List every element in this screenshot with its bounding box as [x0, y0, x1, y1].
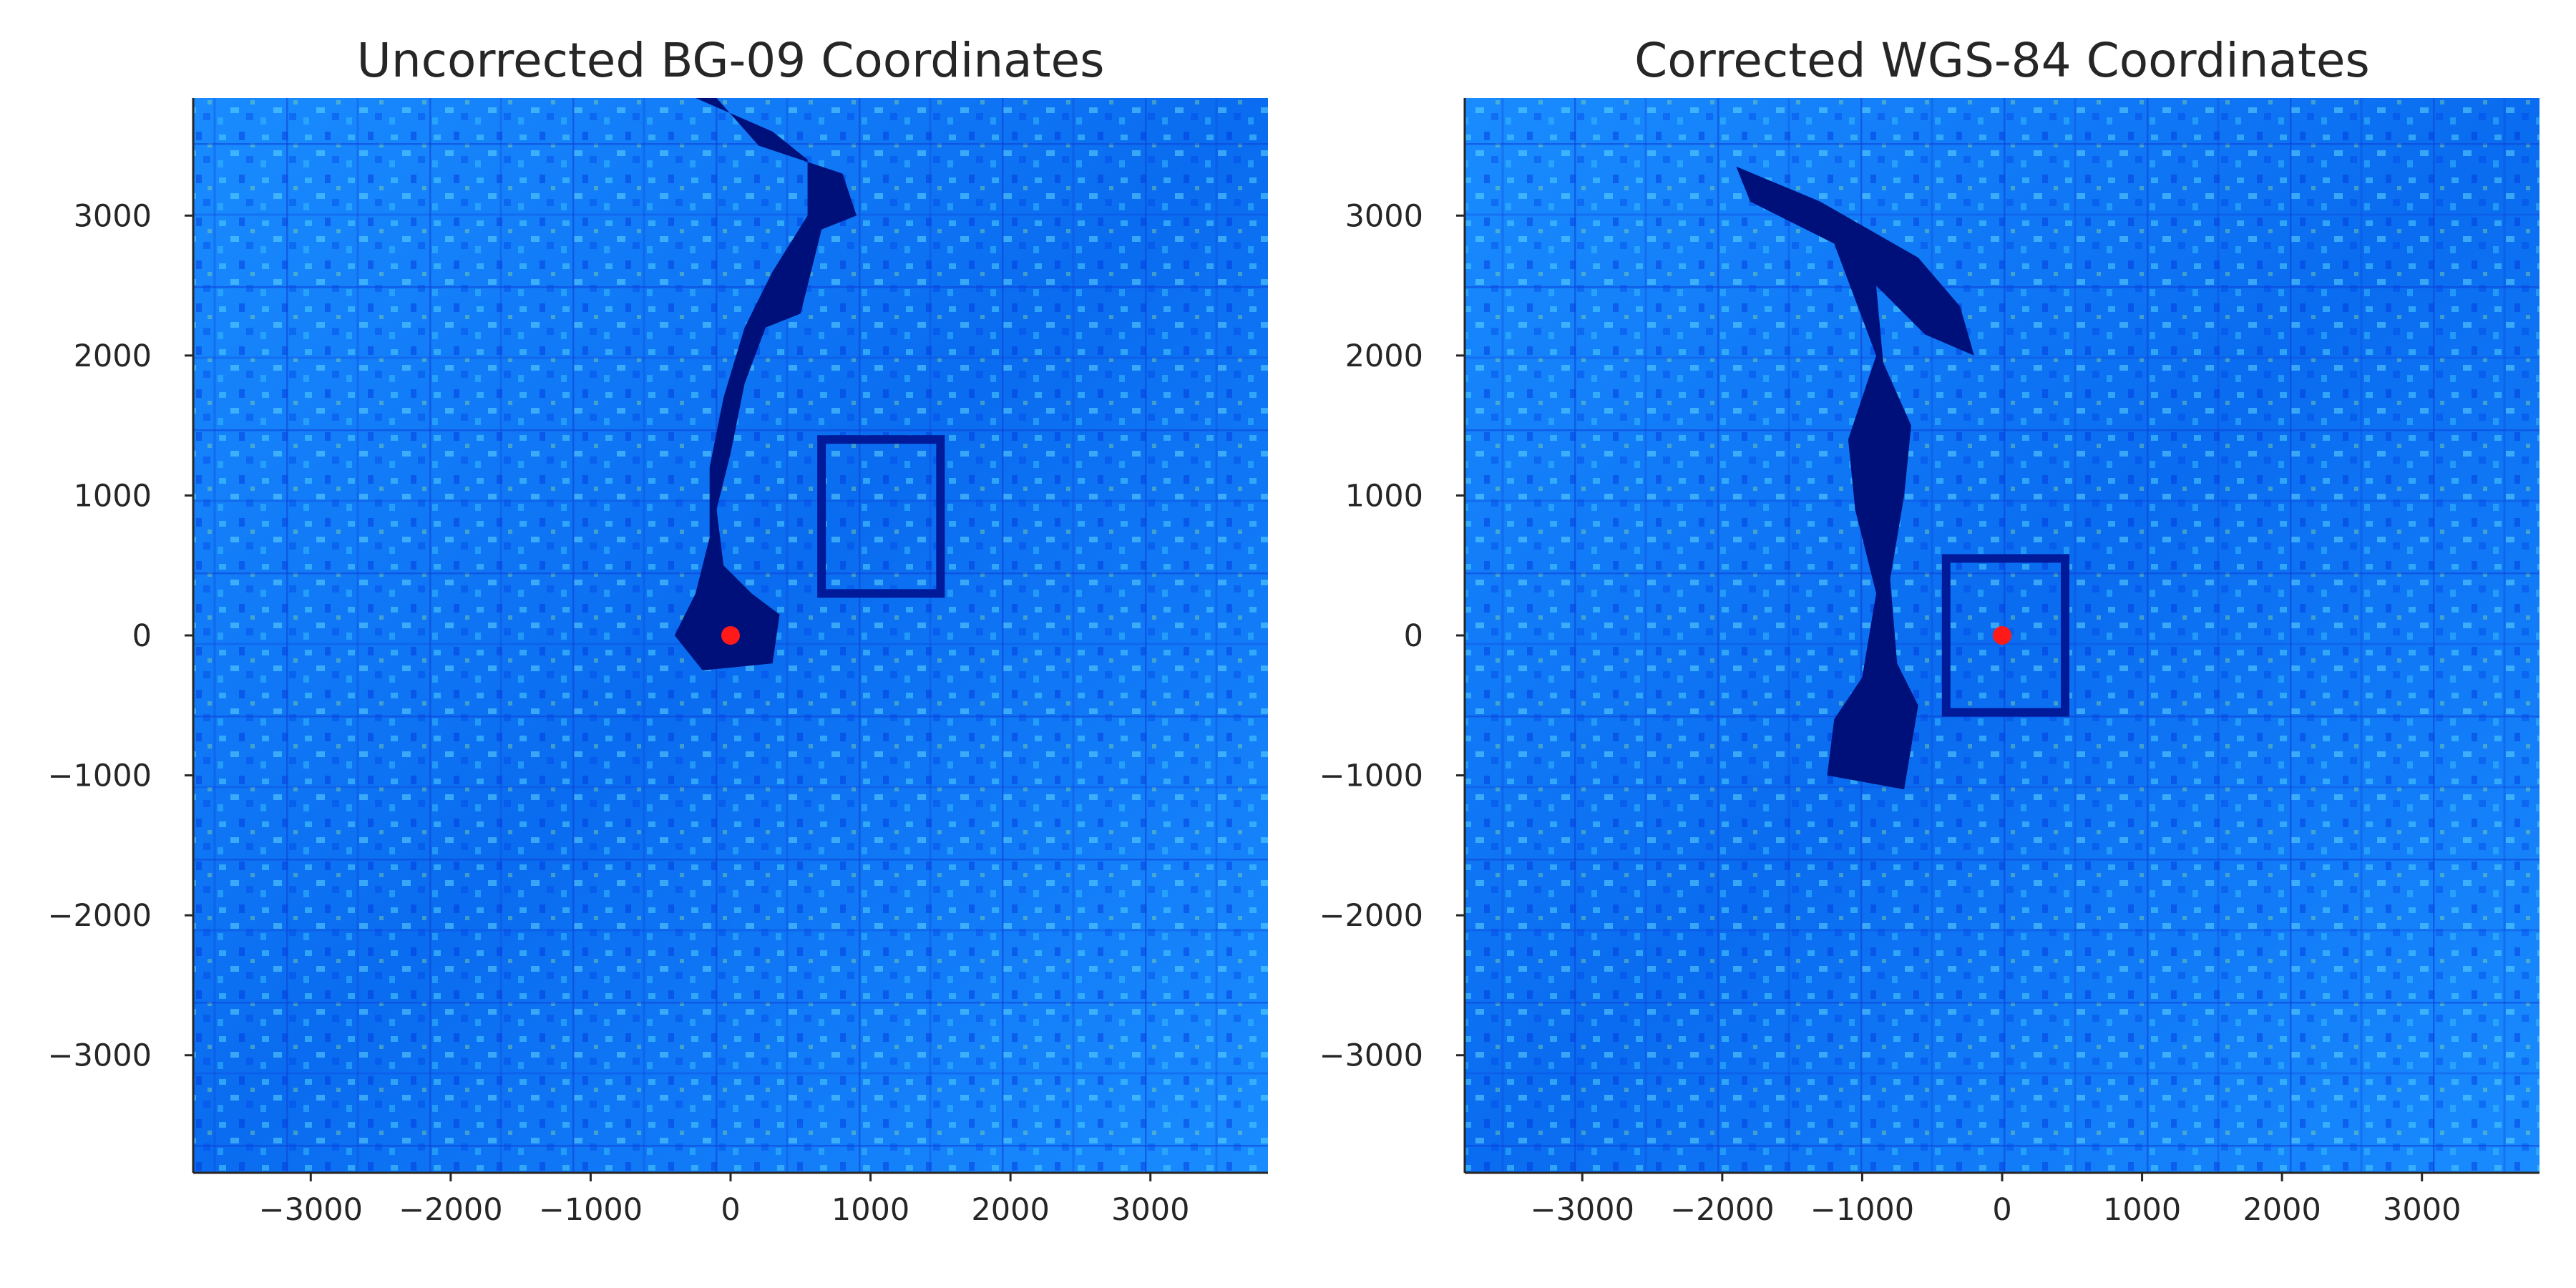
x-tick-label: 1000	[831, 1192, 909, 1228]
right-panel-title: Corrected WGS-84 Coordinates	[1634, 33, 2370, 88]
y-tick-label: −3000	[1319, 1038, 1423, 1074]
y-tick-label: −2000	[48, 898, 152, 934]
x-tick-label: 3000	[2383, 1192, 2461, 1228]
y-tick-label: 3000	[1345, 198, 1423, 234]
left-palace-wall	[817, 435, 945, 598]
x-tick-label: −2000	[399, 1192, 502, 1228]
y-tick-label: 1000	[74, 478, 152, 514]
left-lake	[674, 98, 857, 670]
y-tick-label: −2000	[1319, 898, 1423, 934]
y-tick-label: −3000	[48, 1038, 152, 1074]
x-tick-label: −3000	[1531, 1192, 1634, 1228]
left-panel-title: Uncorrected BG-09 Coordinates	[357, 33, 1105, 88]
y-tick-label: −1000	[1319, 758, 1423, 794]
x-tick-label: −3000	[259, 1192, 363, 1228]
x-tick-label: 2000	[971, 1192, 1049, 1228]
x-tick-label: 1000	[2103, 1192, 2181, 1228]
right-lake	[1736, 166, 1974, 790]
y-tick-label: 2000	[1345, 338, 1423, 374]
x-tick-label: 2000	[2243, 1192, 2321, 1228]
x-tick-label: −1000	[539, 1192, 643, 1228]
y-tick-label: 2000	[74, 338, 152, 374]
x-tick-label: 0	[1992, 1192, 2011, 1228]
left-axes: −3000 −2000 −1000 0 1000 2000 3000 3000 2000 1000…	[48, 98, 1268, 1228]
y-tick-label: 3000	[74, 198, 152, 234]
y-tick-label: 0	[1404, 618, 1423, 654]
left-origin-marker	[721, 626, 740, 645]
left-panel: Uncorrected BG-09 Coordinates −3000 −2000…	[48, 33, 1268, 1228]
y-tick-label: 1000	[1345, 478, 1423, 514]
right-panel: Corrected WGS-84 Coordinates −3000 −2000−…	[1319, 33, 2540, 1228]
x-tick-label: 0	[721, 1192, 740, 1228]
x-tick-label: 3000	[1111, 1192, 1189, 1228]
right-palace-wall	[1941, 554, 2070, 717]
y-tick-label: −1000	[48, 758, 152, 794]
x-tick-label: −2000	[1670, 1192, 1774, 1228]
right-axes: −3000 −2000 −1000 0 1000 2000 3000 3000 2000 1000…	[1319, 98, 2540, 1228]
right-origin-marker	[1993, 626, 2011, 645]
x-tick-label: −1000	[1810, 1192, 1914, 1228]
y-tick-label: 0	[132, 618, 152, 654]
